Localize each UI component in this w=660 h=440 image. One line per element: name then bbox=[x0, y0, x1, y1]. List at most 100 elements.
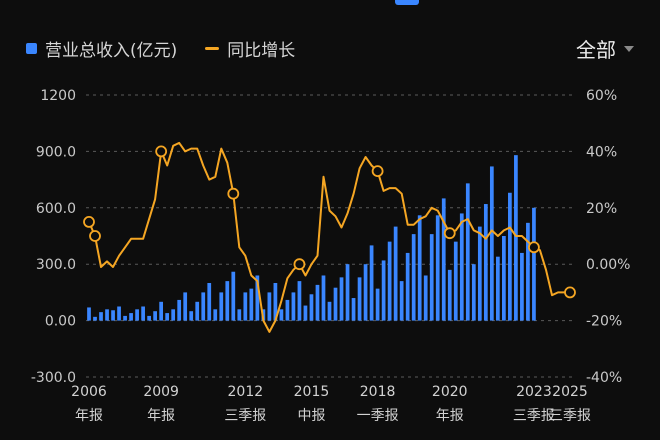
revenue-bar[interactable] bbox=[117, 306, 121, 321]
revenue-bar[interactable] bbox=[297, 281, 302, 321]
growth-point-marker[interactable] bbox=[564, 286, 576, 299]
revenue-bar[interactable] bbox=[363, 264, 368, 321]
growth-point-marker[interactable] bbox=[443, 227, 456, 240]
revenue-bar[interactable] bbox=[532, 207, 536, 321]
revenue-bar[interactable] bbox=[285, 299, 290, 321]
revenue-bar[interactable] bbox=[273, 283, 278, 321]
revenue-bar[interactable] bbox=[315, 284, 320, 321]
revenue-bar[interactable] bbox=[333, 287, 338, 321]
revenue-bar[interactable] bbox=[357, 277, 362, 321]
revenue-bar[interactable] bbox=[129, 313, 133, 321]
revenue-bar[interactable] bbox=[309, 294, 314, 321]
revenue-bar[interactable] bbox=[381, 260, 386, 321]
legend-item-growth[interactable]: 同比增长 bbox=[205, 36, 295, 61]
revenue-bar[interactable] bbox=[189, 311, 194, 321]
revenue-bar[interactable] bbox=[99, 312, 103, 321]
revenue-bar[interactable] bbox=[291, 292, 296, 321]
growth-point-marker[interactable] bbox=[227, 187, 240, 200]
chart-legend: 营业总收入(亿元) 同比增长 bbox=[26, 36, 323, 61]
revenue-bar[interactable] bbox=[153, 311, 158, 321]
revenue-bar[interactable] bbox=[165, 313, 170, 321]
revenue-bar[interactable] bbox=[147, 315, 151, 321]
growth-point-marker[interactable] bbox=[293, 258, 306, 271]
revenue-bar[interactable] bbox=[399, 281, 404, 321]
revenue-bar[interactable] bbox=[243, 292, 248, 321]
revenue-bar[interactable] bbox=[393, 226, 398, 321]
x-axis-period-label: 年报 bbox=[436, 408, 464, 424]
revenue-bar[interactable] bbox=[213, 309, 218, 321]
revenue-bar[interactable] bbox=[423, 275, 428, 321]
revenue-bar[interactable] bbox=[508, 192, 512, 321]
revenue-bar[interactable] bbox=[177, 299, 182, 321]
x-axis-year-label: 2012 bbox=[228, 384, 264, 400]
revenue-bar[interactable] bbox=[345, 264, 350, 321]
revenue-bar[interactable] bbox=[267, 292, 272, 321]
revenue-bar[interactable] bbox=[135, 309, 139, 321]
revenue-bar[interactable] bbox=[459, 213, 464, 321]
revenue-bar[interactable] bbox=[93, 316, 97, 321]
revenue-bar[interactable] bbox=[471, 264, 476, 321]
revenue-bar[interactable] bbox=[105, 309, 109, 321]
x-axis-period-label: 三季报 bbox=[513, 408, 555, 424]
revenue-bar[interactable] bbox=[447, 269, 452, 321]
revenue-bar[interactable] bbox=[249, 288, 254, 321]
revenue-bar[interactable] bbox=[514, 155, 518, 321]
left-axis-ticks: -300.0 0.00 300.0 600.0 900.0 1200 bbox=[31, 88, 76, 386]
growth-point-marker[interactable] bbox=[371, 165, 384, 178]
revenue-bar[interactable] bbox=[231, 271, 236, 321]
revenue-bar[interactable] bbox=[453, 241, 458, 321]
revenue-bar[interactable] bbox=[501, 236, 506, 321]
revenue-bar[interactable] bbox=[375, 288, 380, 321]
revenue-bar[interactable] bbox=[171, 309, 176, 321]
left-axis-tick: 1200 bbox=[40, 88, 76, 104]
growth-point-marker[interactable] bbox=[528, 241, 540, 254]
revenue-bar[interactable] bbox=[255, 275, 260, 321]
x-axis-period-label: 三季报 bbox=[549, 408, 591, 424]
revenue-bar[interactable] bbox=[483, 204, 488, 321]
revenue-bar[interactable] bbox=[369, 245, 374, 321]
revenue-bar[interactable] bbox=[111, 310, 115, 321]
revenue-bar[interactable] bbox=[219, 292, 224, 321]
revenue-bar[interactable] bbox=[225, 281, 230, 321]
revenue-bar[interactable] bbox=[520, 252, 524, 321]
revenue-bar[interactable] bbox=[489, 166, 494, 321]
revenue-bar[interactable] bbox=[495, 256, 500, 321]
legend-swatch-line bbox=[205, 47, 220, 50]
growth-point-marker[interactable] bbox=[89, 230, 101, 242]
revenue-bar[interactable] bbox=[327, 301, 332, 321]
revenue-bar[interactable] bbox=[465, 183, 470, 321]
revenue-bar[interactable] bbox=[477, 226, 482, 321]
growth-line bbox=[88, 141, 570, 333]
right-axis-ticks: -40% -20% 0.00% 20% 40% 60% bbox=[586, 88, 630, 386]
revenue-bar[interactable] bbox=[321, 275, 326, 321]
revenue-bars bbox=[87, 155, 536, 321]
revenue-bar[interactable] bbox=[201, 292, 206, 321]
revenue-bar[interactable] bbox=[159, 301, 164, 321]
revenue-bar[interactable] bbox=[526, 222, 530, 321]
period-filter-dropdown[interactable]: 全部 bbox=[576, 34, 634, 63]
revenue-bar[interactable] bbox=[123, 315, 127, 321]
revenue-bar[interactable] bbox=[441, 198, 446, 321]
x-axis-year-label: 2009 bbox=[143, 384, 179, 400]
period-filter-label: 全部 bbox=[576, 38, 616, 62]
revenue-bar[interactable] bbox=[141, 306, 145, 321]
legend-item-revenue[interactable]: 营业总收入(亿元) bbox=[26, 36, 177, 61]
revenue-bar[interactable] bbox=[417, 215, 422, 321]
revenue-bar[interactable] bbox=[339, 277, 344, 321]
x-axis-period-label: 年报 bbox=[75, 408, 103, 424]
revenue-bar[interactable] bbox=[429, 234, 434, 321]
revenue-bar[interactable] bbox=[411, 234, 416, 321]
revenue-bar[interactable] bbox=[279, 309, 284, 321]
revenue-bar[interactable] bbox=[387, 241, 392, 321]
revenue-bar[interactable] bbox=[195, 301, 200, 321]
revenue-bar[interactable] bbox=[207, 283, 212, 321]
revenue-bar[interactable] bbox=[237, 309, 242, 321]
revenue-bar[interactable] bbox=[303, 305, 308, 321]
growth-point-marker[interactable] bbox=[155, 145, 168, 158]
revenue-bar[interactable] bbox=[87, 307, 91, 321]
revenue-bar[interactable] bbox=[435, 215, 440, 321]
revenue-bar[interactable] bbox=[405, 252, 410, 321]
growth-point-marker[interactable] bbox=[83, 215, 95, 228]
revenue-bar[interactable] bbox=[183, 292, 188, 321]
revenue-bar[interactable] bbox=[351, 298, 356, 321]
